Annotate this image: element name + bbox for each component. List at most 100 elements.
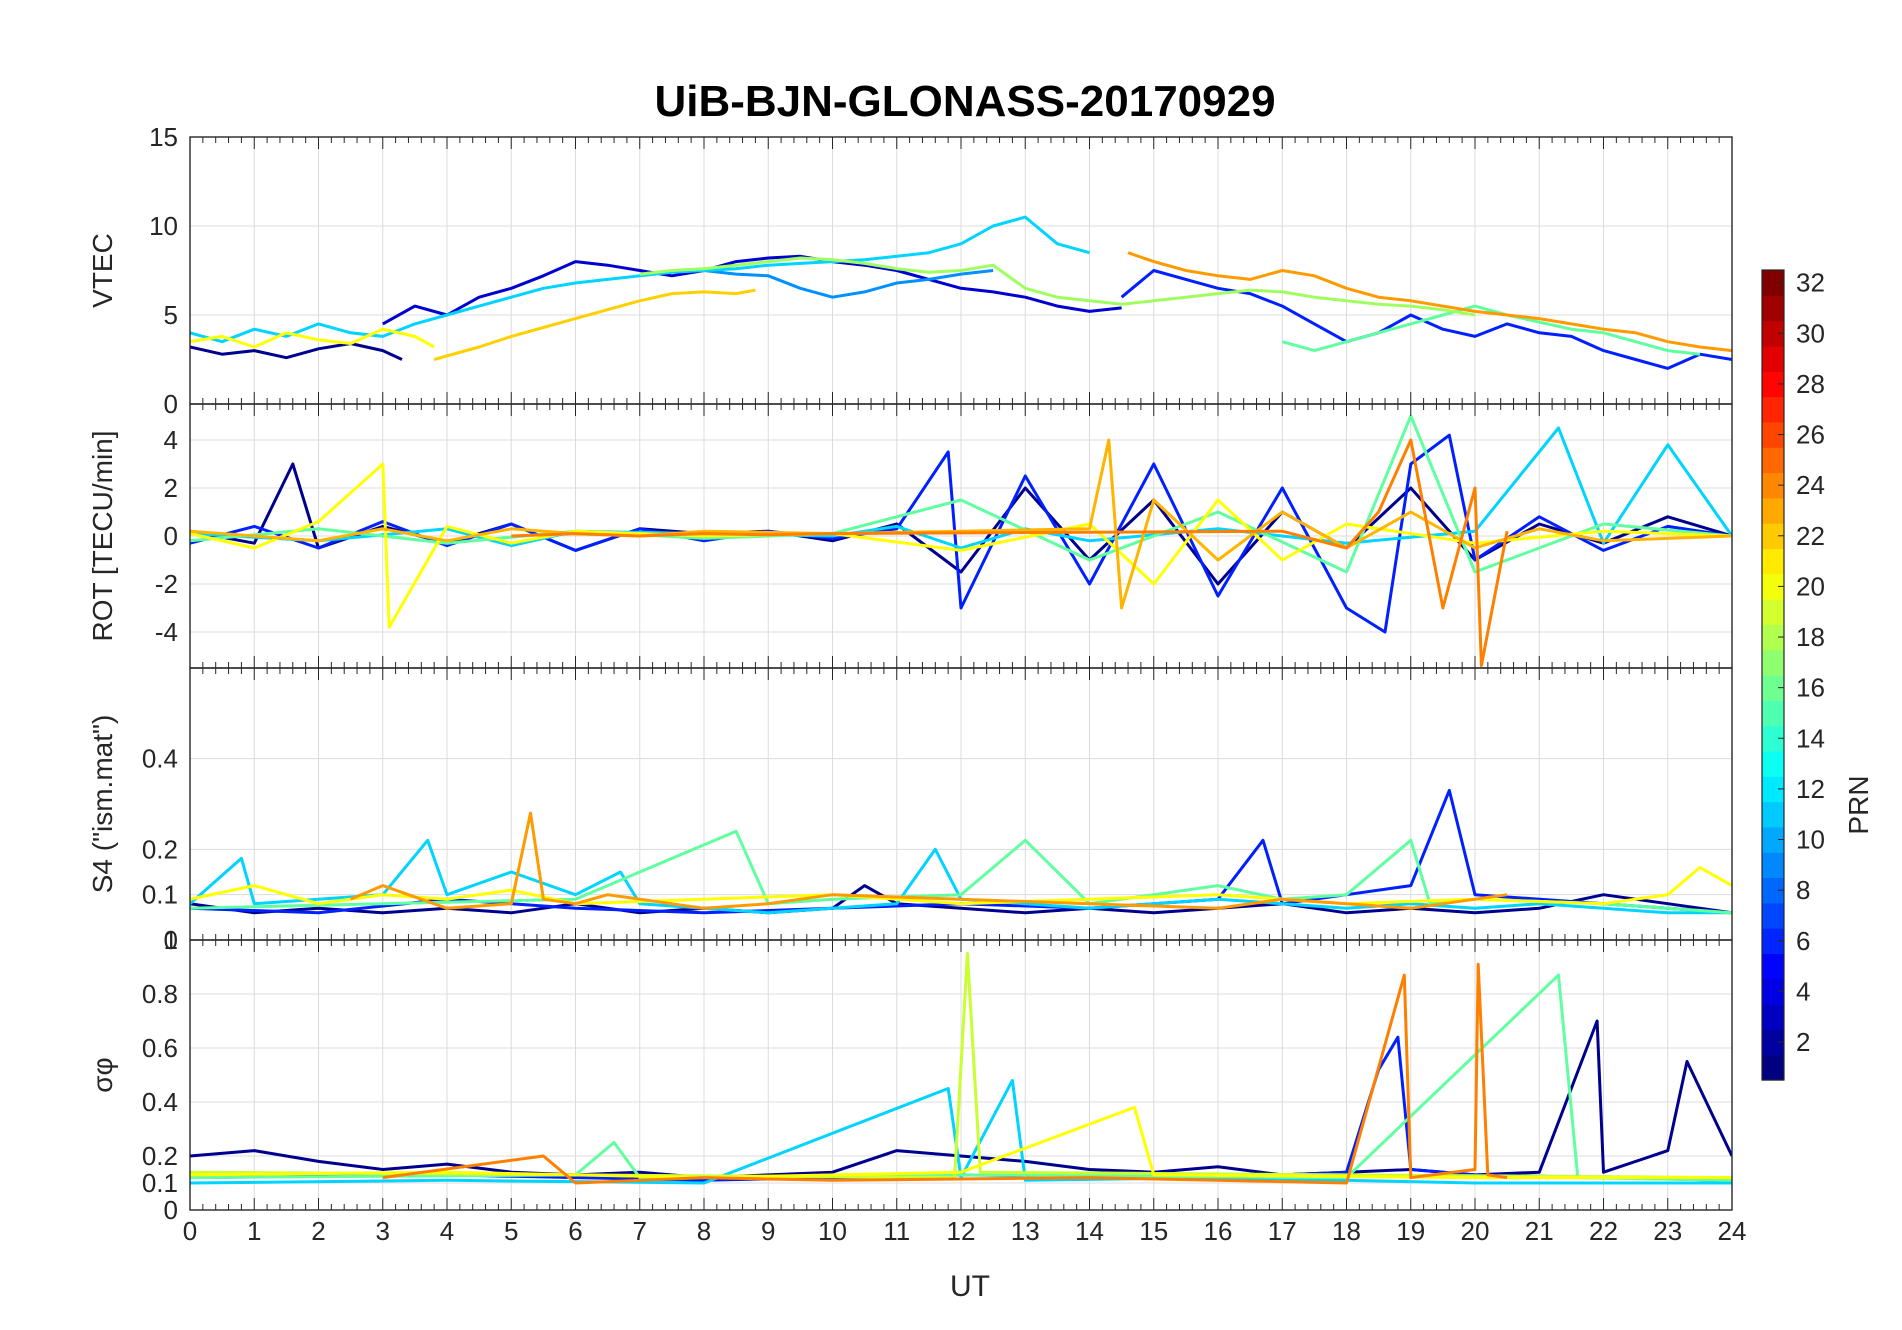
x-tick-label: 22: [1589, 1216, 1618, 1246]
colorbar-segment: [1762, 1004, 1784, 1030]
series-prn-3: [382, 254, 1122, 326]
x-tick-label: 18: [1332, 1216, 1361, 1246]
x-tick-label: 0: [183, 1216, 197, 1246]
colorbar-segment: [1762, 371, 1784, 398]
y-tick-label: 0.2: [142, 1141, 178, 1171]
x-tick-label: 6: [568, 1216, 582, 1246]
colorbar-tick-label: 32: [1796, 268, 1825, 298]
y-tick-label: 5: [164, 300, 178, 330]
series-prn-16: [1281, 304, 1701, 356]
colorbar-segment: [1762, 649, 1784, 676]
series-group-3: [190, 952, 1732, 1185]
series-prn-9: [703, 269, 994, 299]
x-tick-label: 11: [883, 1216, 910, 1246]
colorbar-tick-label: 30: [1796, 318, 1825, 348]
grid-1: [189, 404, 1733, 668]
colorbar-segment: [1762, 1029, 1784, 1056]
chart-title: UiB-BJN-GLONASS-20170929: [654, 77, 1275, 126]
x-axis-label: UT: [950, 1270, 990, 1303]
x-tick-label: 24: [1718, 1216, 1747, 1246]
y-tick-label: 0.1: [142, 1168, 178, 1198]
x-tick-label: 16: [1204, 1216, 1233, 1246]
series-prn-24: [511, 438, 1509, 668]
y-tick-label: 1: [164, 925, 178, 955]
colorbar-tick-label: 28: [1796, 369, 1825, 399]
colorbar-segment: [1762, 675, 1784, 701]
y-tick-label: -4: [155, 617, 178, 647]
colorbar-tick-label: 6: [1796, 926, 1810, 956]
series-prn-18: [639, 256, 1476, 317]
colorbar-segment: [1762, 776, 1784, 803]
minor-ticks-1: [189, 404, 1733, 668]
colorbar-segment: [1762, 624, 1784, 651]
colorbar-segment: [1762, 270, 1784, 296]
y-tick-label: 0: [164, 925, 178, 955]
minor-ticks-0: [189, 137, 1733, 404]
colorbar-segment: [1762, 523, 1784, 550]
colorbar-segment: [1762, 320, 1784, 347]
colorbar-segment: [1762, 700, 1784, 727]
series-prn-24: [382, 962, 1508, 1185]
x-tick-label: 7: [633, 1216, 647, 1246]
y-tick-label: 0.6: [142, 1033, 178, 1063]
colorbar-segment: [1762, 447, 1784, 474]
x-tick-label: 1: [247, 1216, 261, 1246]
series-prn-22: [190, 438, 1732, 610]
colorbar-segment: [1762, 421, 1784, 448]
y-tick-label: 0.4: [142, 1087, 178, 1117]
colorbar-tick-label: 26: [1796, 420, 1825, 450]
series-group-2: [190, 788, 1732, 915]
y-tick-label: 0.2: [142, 834, 178, 864]
colorbar-segment: [1762, 725, 1784, 752]
x-tick-label: 10: [818, 1216, 847, 1246]
colorbar-tick-label: 2: [1796, 1027, 1810, 1057]
x-tick-label: 12: [947, 1216, 976, 1246]
colorbar-tick-label: 18: [1796, 622, 1825, 652]
colorbar-segment: [1762, 953, 1784, 980]
colorbar-segment: [1762, 902, 1784, 929]
y-tick-label: 0.8: [142, 979, 178, 1009]
colorbar-segment: [1762, 497, 1784, 524]
colorbar-segment: [1762, 750, 1784, 777]
x-tick-label: 13: [1011, 1216, 1040, 1246]
colorbar-segment: [1762, 826, 1784, 853]
series-prn-23: [1127, 251, 1732, 353]
series-group-1: [190, 414, 1732, 668]
colorbar-label: PRN: [1843, 775, 1874, 834]
y-tick-label: 0: [164, 1195, 178, 1225]
y-axis-label: ROT [TECU/min]: [87, 430, 118, 641]
panel-1: -4 -2 0 2 4 ROT [TECU/min]: [87, 403, 1733, 669]
colorbar-segment: [1762, 295, 1784, 322]
series-group-0: [190, 215, 1732, 370]
x-tick-label: 17: [1268, 1216, 1297, 1246]
x-tick-label: 4: [440, 1216, 454, 1246]
colorbar-segment: [1762, 599, 1784, 625]
minor-ticks-2: [189, 668, 1733, 940]
x-tick-label: 9: [761, 1216, 775, 1246]
series-prn-12: [190, 426, 1732, 550]
y-tick-label: 0.1: [142, 880, 178, 910]
x-tick-label: 2: [311, 1216, 325, 1246]
series-prn-21: [433, 288, 756, 361]
series-prn-20: [190, 327, 435, 349]
colorbar-tick-label: 16: [1796, 673, 1825, 703]
x-tick-label: 23: [1653, 1216, 1682, 1246]
colorbar-segment: [1762, 801, 1784, 828]
x-tick-label: 19: [1396, 1216, 1425, 1246]
colorbar-segment: [1762, 877, 1784, 904]
colorbar-frame: [1761, 269, 1785, 1081]
colorbar-tick-label: 4: [1796, 976, 1810, 1006]
x-tick-label: 8: [697, 1216, 711, 1246]
y-tick-label: -2: [155, 569, 178, 599]
y-tick-label: 10: [149, 211, 178, 241]
colorbar-segment: [1762, 1054, 1784, 1081]
colorbar-segment: [1762, 345, 1784, 372]
colorbar-segment: [1762, 978, 1784, 1005]
y-tick-label: 2: [164, 473, 178, 503]
colorbar-tick-label: 10: [1796, 825, 1825, 855]
colorbar-tick-label: 22: [1796, 521, 1825, 551]
